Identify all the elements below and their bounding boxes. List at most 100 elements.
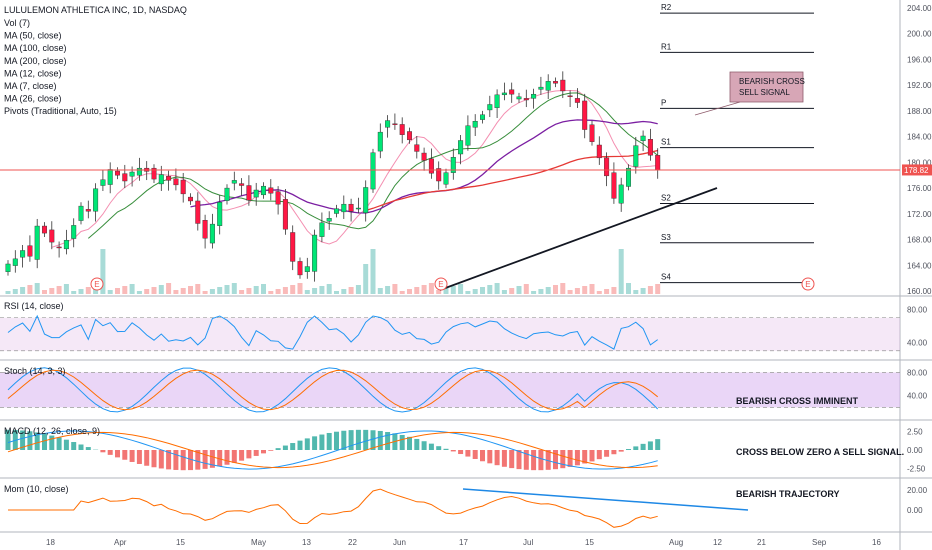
volume-bar [436, 290, 442, 294]
volume-bar [246, 288, 252, 294]
price-tick-label: 160.00 [907, 287, 932, 296]
candle [501, 82, 507, 101]
earnings-marker[interactable] [90, 277, 104, 291]
pane-tick-label: 0.00 [907, 506, 923, 515]
indicator-legend-item: MA (200, close) [4, 56, 67, 66]
volume-bar [202, 291, 208, 294]
price-tick-label: 192.00 [907, 81, 932, 90]
volume-bar [596, 291, 602, 294]
candle [487, 95, 493, 118]
volume-bar [34, 283, 40, 294]
momentum-trendline [462, 488, 749, 511]
candle [509, 82, 515, 103]
rsi-line [7, 314, 658, 350]
last-price-label: 178.82 [904, 166, 929, 175]
candle [34, 218, 40, 269]
time-tick-label: 15 [585, 538, 594, 547]
candle [582, 93, 588, 139]
candle [78, 202, 84, 225]
pivot-label-R2: R2 [661, 3, 672, 12]
earnings-marker-label: E [438, 280, 443, 289]
macd-histogram-bar [414, 438, 420, 450]
macd-histogram-bar [85, 447, 91, 450]
candle [553, 77, 559, 88]
rsi-pane[interactable]: RSI (14, close) 80.00 40.00 [0, 301, 928, 352]
indicator-legend-item: MA (50, close) [4, 31, 62, 41]
volume-bar [268, 291, 274, 294]
macd-histogram-bar [253, 450, 259, 456]
price-tick-label: 164.00 [907, 261, 932, 270]
volume-bar [385, 286, 391, 294]
volume-bar [582, 286, 588, 294]
candle [618, 177, 624, 212]
volume-bar [516, 286, 522, 294]
candle [392, 113, 398, 130]
price-tick-label: 176.00 [907, 184, 932, 193]
candle [494, 89, 500, 118]
candle [5, 260, 11, 276]
earnings-marker[interactable] [801, 277, 815, 291]
time-axis[interactable]: 18 Apr 15 May 13 22 Jun 17 Jul 15 Aug 12 21 Sep 16 [46, 538, 881, 547]
volume-bar [56, 286, 62, 294]
volume-bar [626, 283, 631, 294]
macd-histogram-bar [246, 450, 252, 459]
volume-bar [465, 291, 471, 294]
macd-histogram-bar [465, 450, 471, 457]
candle [42, 222, 48, 237]
callout-line-1: BEARISH CROSS [739, 77, 805, 86]
momentum-pane[interactable]: Mom (10, close) BEARISH TRAJECTORY 20.00 0.… [4, 484, 928, 528]
volume-bar [158, 285, 164, 294]
earnings-marker[interactable] [434, 277, 448, 291]
candle [114, 167, 120, 180]
candle [604, 152, 610, 187]
candle [217, 195, 223, 235]
volume-bar [443, 288, 449, 294]
volume-bar [173, 290, 179, 294]
volume-bar [180, 288, 186, 294]
price-tick-label: 188.00 [907, 107, 932, 116]
candle [370, 148, 376, 193]
candle [261, 182, 267, 199]
macd-histogram-bar [122, 450, 128, 460]
volume-bar [377, 288, 383, 294]
volume-bar [166, 283, 172, 294]
volume-bar [122, 286, 128, 294]
candle [85, 200, 91, 219]
macd-histogram-bar [553, 450, 558, 470]
macd-signal-line [7, 431, 658, 469]
candle [611, 162, 617, 204]
volume-bar [472, 289, 478, 294]
macd-pane[interactable]: MACD (12, 26, close, 9) CROSS BELOW ZERO … [4, 426, 926, 473]
volume-bar [480, 287, 485, 294]
macd-histogram-bar [472, 450, 478, 459]
macd-histogram-bar [509, 450, 515, 469]
candle [545, 74, 551, 100]
macd-histogram-bar [355, 429, 361, 450]
candle [407, 127, 413, 144]
price-axis[interactable]: 204.00 200.00 196.00 192.00 188.00 184.00 180.… [907, 4, 932, 296]
candle [655, 148, 661, 179]
price-tick-label: 184.00 [907, 133, 932, 142]
candle [436, 161, 442, 190]
stoch-pane[interactable]: Stoch (14, 3, 3) BEARISH CROSS IMMINENT 80… [0, 366, 928, 413]
main-price-pane[interactable]: R2 R1 P S1 S2 S3 S4 E E E BEARISH CROSS SELL SIG… [0, 3, 900, 294]
volume-bar [239, 290, 245, 294]
candle [275, 186, 281, 215]
candle [319, 212, 325, 243]
candle [231, 171, 237, 191]
volume-bar [151, 287, 157, 294]
volume-bar [399, 291, 405, 294]
volume-bar [49, 288, 55, 294]
macd-annotation: CROSS BELOW ZERO A SELL SIGNAL. [736, 447, 904, 457]
macd-histogram-bar [34, 432, 40, 450]
macd-histogram-bar [304, 438, 310, 450]
macd-histogram-bar [385, 432, 391, 450]
candle [428, 148, 434, 179]
volume-bar [129, 284, 135, 294]
candle [312, 229, 318, 282]
macd-histogram-bar [407, 436, 412, 450]
volume-bar [304, 290, 310, 294]
macd-histogram-bar [545, 450, 551, 470]
volume-bar [458, 284, 464, 294]
